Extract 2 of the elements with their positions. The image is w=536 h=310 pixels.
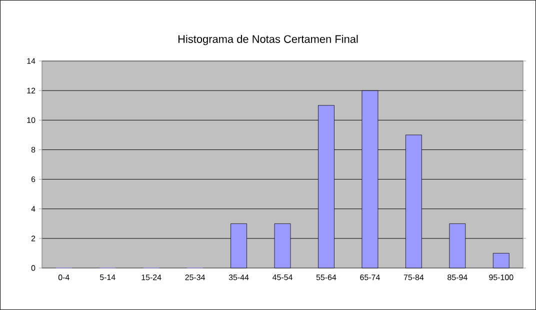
bar [492,253,510,268]
chart-title: Histograma de Notas Certamen Final [178,34,358,46]
